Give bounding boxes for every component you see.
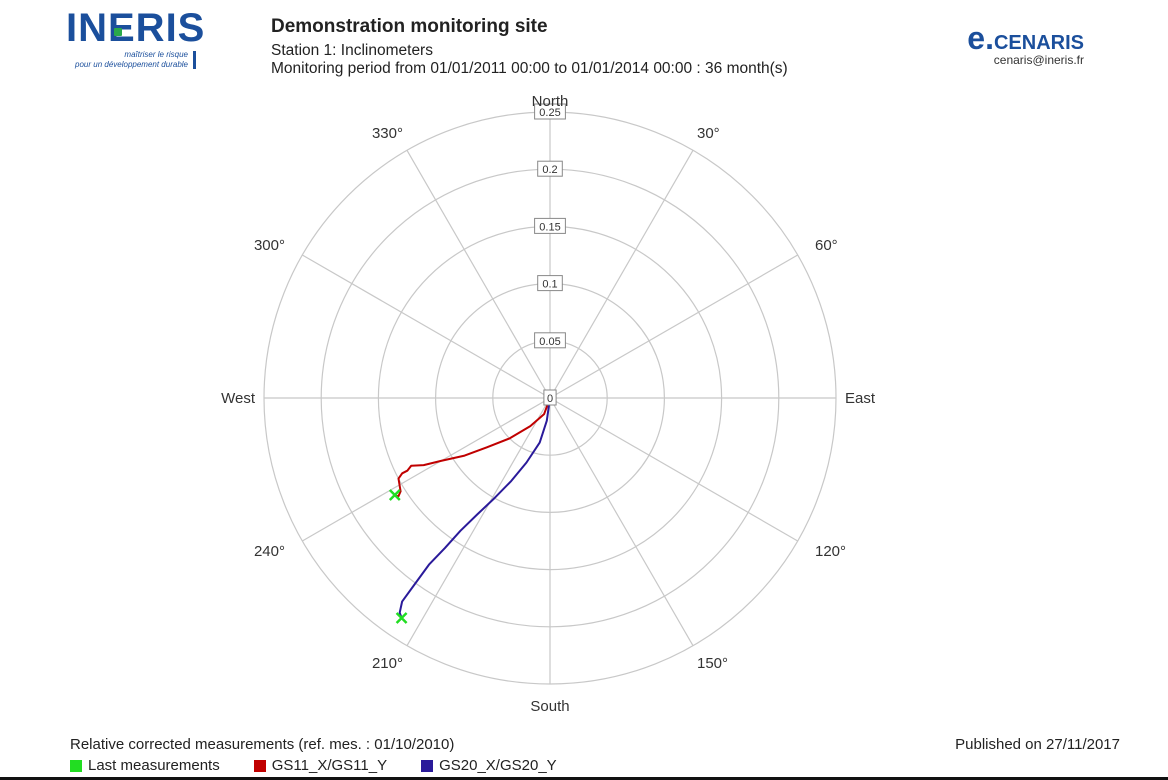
angle-label: 240°: [254, 543, 285, 560]
grid-spoke: [406, 150, 551, 399]
legend-label-gs11: GS11_X/GS11_Y: [271, 757, 388, 774]
direction-label-east: East: [845, 390, 876, 407]
chart-radial-ticks: 0 0.05 0.1 0.15 0.2 0.25: [534, 103, 566, 406]
legend-label-last: Last measurements: [88, 757, 220, 774]
brand-prefix: e.: [967, 20, 994, 56]
legend-label-gs20: GS20_X/GS20_Y: [439, 757, 557, 774]
logo-tagline-2: pour un développement durable: [75, 60, 188, 69]
grid-spoke: [549, 150, 694, 399]
logo-dot-icon: [114, 28, 122, 36]
angle-label: 30°: [697, 125, 720, 142]
logo-wordmark: INERIS: [66, 6, 206, 50]
grid-spoke: [549, 254, 798, 399]
grid-spoke: [302, 254, 551, 399]
series-line-gs11: [393, 397, 551, 498]
radial-tick: 0.05: [534, 332, 566, 349]
angle-label: 60°: [815, 237, 838, 254]
grid-spoke: [406, 397, 551, 646]
grid-spoke: [302, 397, 551, 542]
angle-label: 150°: [697, 655, 728, 672]
measurement-note: Relative corrected measurements (ref. me…: [70, 736, 455, 753]
grid-spoke: [549, 397, 694, 646]
last-measurement-marker: [395, 612, 408, 624]
chart-series: [393, 397, 551, 619]
grid-spoke: [549, 397, 798, 542]
angle-label: 210°: [372, 655, 403, 672]
legend-item-gs20: GS20_X/GS20_Y: [421, 757, 557, 774]
legend-swatch-gs11: [253, 759, 266, 772]
radial-tick-label: 0.1: [542, 279, 557, 291]
bottom-divider: [0, 777, 1168, 780]
radial-tick: 0.1: [537, 275, 563, 292]
radial-tick-label: 0.25: [539, 107, 560, 119]
angle-label: 120°: [815, 543, 846, 560]
radial-tick-label: 0.2: [542, 164, 557, 176]
radial-tick-label: 0: [547, 393, 553, 405]
brand-email[interactable]: cenaris@ineris.fr: [993, 53, 1084, 67]
direction-label-north: North: [532, 93, 569, 110]
ineris-logo: INERIS maîtriser le risque pour un dével…: [60, 6, 210, 72]
published-date: Published on 27/11/2017: [955, 736, 1120, 753]
logo-tagline-1: maîtriser le risque: [124, 50, 188, 59]
radial-tick: 0: [543, 389, 557, 406]
legend-item-gs11: GS11_X/GS11_Y: [253, 757, 388, 774]
legend-swatch-last: [70, 759, 82, 772]
radial-tick-label: 0.05: [539, 336, 560, 348]
cenaris-brand: e.CENARIS cenaris@ineris.fr: [967, 20, 1084, 67]
legend-swatch-gs20: [421, 759, 434, 772]
chart-legend: Last measurements GS11_X/GS11_Y GS20_X/G…: [70, 757, 557, 774]
direction-label-west: West: [221, 390, 256, 407]
series-line-gs20: [398, 397, 551, 619]
monitoring-period: Monitoring period from 01/01/2011 00:00 …: [271, 60, 788, 77]
legend-item-last: Last measurements: [70, 757, 220, 774]
station-label: Station 1: Inclinometers: [271, 42, 433, 59]
logo-bar: [193, 51, 196, 69]
chart-markers: [388, 489, 408, 624]
angle-label: 330°: [372, 125, 403, 142]
last-measurement-marker: [388, 489, 401, 501]
chart-angle-labels: North South East West 30° 60° 120° 150° 210° 240°…: [221, 93, 876, 715]
direction-label-south: South: [530, 698, 569, 715]
angle-label: 300°: [254, 237, 285, 254]
radial-tick: 0.15: [534, 217, 566, 234]
brand-name: CENARIS: [993, 32, 1084, 54]
radial-tick: 0.25: [534, 103, 566, 120]
radial-tick-label: 0.15: [539, 221, 560, 233]
page-title: Demonstration monitoring site: [271, 16, 548, 37]
title-block: Demonstration monitoring site Station 1:…: [271, 16, 788, 78]
radial-tick: 0.2: [537, 160, 563, 177]
